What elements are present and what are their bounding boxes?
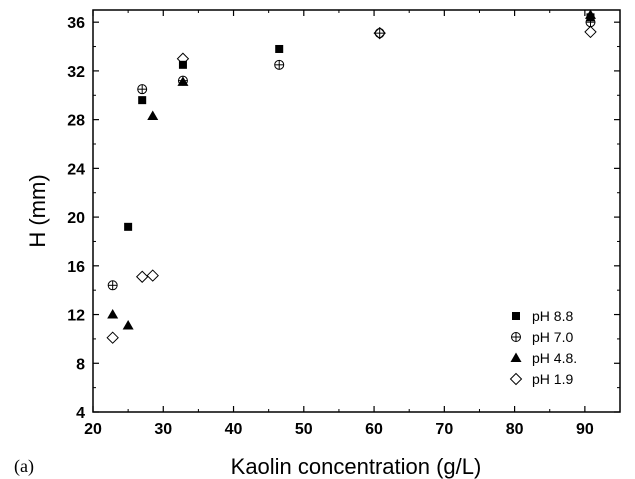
y-axis-label: H (mm) <box>25 174 50 247</box>
data-point <box>274 59 285 70</box>
data-point <box>138 96 147 105</box>
data-point <box>147 110 159 120</box>
data-point <box>275 44 284 53</box>
y-tick-label: 20 <box>67 210 85 227</box>
data-point <box>135 270 149 283</box>
y-tick-label: 16 <box>67 259 85 276</box>
x-tick-label: 30 <box>154 421 172 438</box>
data-point <box>177 76 189 86</box>
data-point <box>373 26 386 40</box>
legend-label: pH 1.9 <box>532 371 573 387</box>
x-tick-label: 70 <box>435 421 453 438</box>
data-point <box>374 28 385 39</box>
y-tick-label: 36 <box>67 15 85 32</box>
legend-marker <box>512 312 520 320</box>
y-tick-label: 32 <box>67 64 85 81</box>
data-point <box>146 269 159 282</box>
x-axis-label: Kaolin concentration (g/L) <box>231 454 482 479</box>
data-points <box>106 9 597 344</box>
data-point <box>584 9 596 19</box>
axis-ticks: 20 30 40 50 60 70 80 90 4 8 12 16 20 24 28 32 36 <box>67 10 620 438</box>
data-point <box>584 25 597 39</box>
legend-label: pH 8.8 <box>532 308 573 324</box>
panel-label: (a) <box>14 456 34 477</box>
x-tick-label: 20 <box>84 421 102 438</box>
y-tick-label: 8 <box>76 356 85 373</box>
data-point <box>176 52 190 65</box>
data-point <box>106 331 119 344</box>
data-point <box>107 309 119 319</box>
legend-marker <box>511 332 521 342</box>
data-point <box>107 280 118 291</box>
data-point <box>122 320 134 330</box>
legend: pH 8.8 pH 7.0 pH 4.8. pH 1.9 <box>509 308 577 387</box>
legend-marker <box>510 352 522 362</box>
plot-frame <box>92 9 621 413</box>
data-point <box>124 222 133 231</box>
x-tick-label: 80 <box>506 421 524 438</box>
data-point <box>585 17 596 28</box>
legend-marker <box>509 372 523 386</box>
data-point <box>137 84 148 95</box>
x-tick-label: 60 <box>365 421 383 438</box>
y-tick-label: 28 <box>67 113 85 130</box>
x-tick-label: 40 <box>225 421 243 438</box>
y-tick-label: 4 <box>76 405 85 422</box>
legend-label: pH 7.0 <box>532 329 573 345</box>
x-tick-label: 90 <box>576 421 594 438</box>
legend-label: pH 4.8. <box>532 350 577 366</box>
y-tick-label: 24 <box>67 161 85 178</box>
x-tick-label: 50 <box>295 421 313 438</box>
y-tick-label: 12 <box>67 308 85 325</box>
